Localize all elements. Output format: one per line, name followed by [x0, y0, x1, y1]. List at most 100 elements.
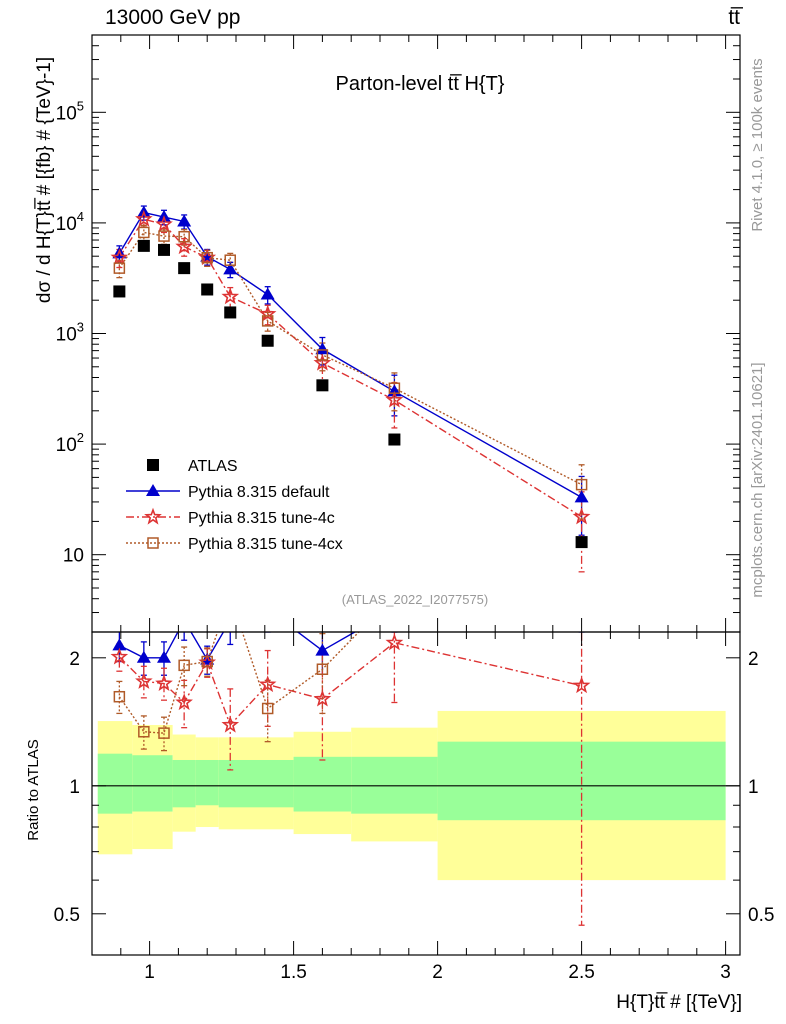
data-point-tune4c [572, 507, 591, 525]
data-point-atlas [178, 262, 191, 275]
data-point-atlas [137, 239, 150, 252]
analysis-id: (ATLAS_2022_I2077575) [342, 592, 488, 607]
y-tick-label-ratio-right: 2 [748, 649, 759, 670]
y-tick-label-main: 105 [56, 98, 84, 124]
y-tick-label-ratio-right: 1 [748, 777, 759, 798]
ratio-point-default [157, 650, 171, 663]
data-point-default [315, 342, 330, 355]
chart-title: Parton-level tt̅ H{T} [336, 73, 505, 95]
ratio-band-green [132, 755, 173, 812]
ratio-band-green [195, 759, 219, 806]
data-point-tune4c [135, 209, 153, 227]
data-point-atlas [261, 334, 274, 347]
data-point-tune4c [175, 237, 193, 255]
data-point-atlas [388, 433, 401, 446]
header-left: 13000 GeV pp [105, 6, 240, 29]
y-tick-label-ratio-right: 0.5 [748, 905, 774, 926]
ratio-line-tune4c [118, 641, 582, 727]
ratio-point-tune4cx [261, 702, 274, 715]
legend-label-atlas: ATLAS [188, 458, 238, 475]
main-panel: 10 102 103 104 105 ATLAS Pythia 8.315 default P… [56, 34, 741, 633]
data-point-atlas [575, 536, 588, 549]
data-point-tune4c [258, 304, 277, 322]
rivet-label: Rivet 4.1.0, ≥ 100k events [749, 58, 766, 231]
legend-label-tune4c: Pythia 8.315 tune-4c [188, 510, 335, 527]
ratio-line-default [119, 632, 357, 662]
y-tick-label-main: 102 [56, 430, 84, 456]
ratio-band-green [293, 756, 352, 812]
data-point-atlas [113, 285, 126, 298]
legend-marker-tune4c [144, 507, 162, 525]
header-right: tt̅ [728, 6, 744, 29]
legend-entry-atlas: ATLAS [147, 458, 238, 475]
ratio-point-tune4c [572, 676, 591, 694]
data-point-tune4c [313, 353, 332, 371]
legend-entry-tune4cx: Pythia 8.315 tune-4cx [126, 536, 343, 553]
mcplots-label: mcplots.cern.ch [arXiv:2401.10621] [749, 362, 766, 597]
data-point-tune4cx [178, 230, 190, 243]
data-point-tune4cx [158, 230, 170, 242]
data-point-tune4cx [224, 254, 236, 266]
ratio-point-tune4c [135, 672, 153, 689]
data-point-tune4cx [113, 262, 126, 274]
data-point-tune4c [110, 248, 129, 266]
y-tick-label-main: 104 [56, 209, 84, 235]
ratio-panel: 0.5 0.5 1 1 2 2 1 1.5 2 2.5 3 [54, 631, 774, 983]
y-tick-label-ratio: 1 [69, 777, 80, 798]
ratio-point-tune4cx [113, 690, 126, 703]
legend-marker-atlas [147, 459, 159, 471]
ratio-point-tune4cx [138, 726, 150, 738]
data-point-default [223, 262, 238, 275]
x-tick-label: 1 [144, 962, 155, 983]
x-tick-label: 1.5 [280, 962, 306, 983]
ratio-point-default [315, 643, 330, 656]
ratio-point-tune4c [385, 633, 404, 651]
ratio-frame [91, 631, 741, 956]
legend-marker-tune4cx [147, 537, 159, 549]
data-point-tune4cx [575, 478, 588, 491]
ratio-point-tune4cx [178, 659, 190, 672]
data-point-tune4c [385, 390, 404, 408]
data-point-tune4cx [138, 226, 150, 239]
ratio-point-tune4cx [201, 655, 213, 668]
y-tick-label-ratio: 2 [69, 649, 80, 670]
ratio-point-tune4c [221, 715, 240, 733]
x-tick-label: 2.5 [568, 962, 594, 983]
data-point-atlas [158, 243, 170, 256]
ratio-point-tune4c [175, 693, 193, 711]
legend-label-default: Pythia 8.315 default [188, 484, 330, 501]
ratio-point-tune4cx [316, 663, 329, 675]
x-tick-label: 2 [432, 962, 443, 983]
series-line-tune4c [118, 218, 582, 518]
y-tick-label-main: 103 [56, 320, 84, 346]
data-point-tune4cx [261, 315, 274, 327]
ratio-band-green [172, 759, 196, 808]
data-point-tune4cx [316, 349, 329, 361]
x-tick-label: 3 [720, 962, 731, 983]
data-point-default [177, 214, 192, 227]
y-tick-label-ratio: 0.5 [54, 905, 80, 926]
ratio-point-tune4c [313, 689, 332, 707]
data-point-atlas [316, 379, 329, 392]
series-line-tune4cx [118, 231, 582, 486]
y-axis-label-ratio: Ratio to ATLAS [25, 739, 42, 840]
ratio-point-default [200, 652, 215, 665]
x-axis-label: H{T}tt̅ # [{TeV}] [616, 992, 742, 1013]
ratio-point-default [136, 650, 151, 663]
ratio-band-green [97, 753, 133, 814]
ratio-point-tune4c [155, 674, 173, 692]
ratio-point-default [112, 638, 127, 651]
legend-entry-tune4c: Pythia 8.315 tune-4c [126, 507, 335, 527]
data-point-atlas [201, 283, 214, 296]
series-line-default [118, 211, 582, 498]
data-point-default [260, 287, 275, 300]
data-point-tune4cx [201, 251, 213, 264]
data-point-tune4c [221, 287, 240, 305]
data-point-tune4c [155, 215, 173, 232]
legend-marker-default [146, 484, 160, 496]
y-axis-label-main: dσ / d H{T}tt̅ # [{fb} # {TeV}-1] [34, 57, 55, 303]
legend-label-tune4cx: Pythia 8.315 tune-4cx [188, 536, 343, 553]
ratio-point-tune4c [258, 675, 277, 693]
ratio-point-tune4cx [158, 727, 170, 739]
